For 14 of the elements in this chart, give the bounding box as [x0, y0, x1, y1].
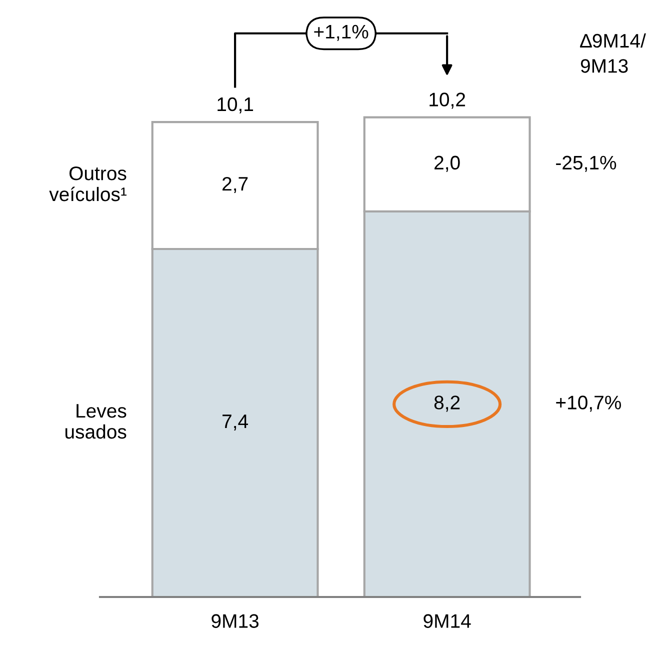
total-label: 10,2 — [430, 92, 466, 109]
annotation: -25,1% — [556, 156, 616, 172]
total-label: 10,1 — [218, 97, 254, 114]
series-label: Leves usados — [65, 404, 126, 439]
data-label: 2,7 — [222, 176, 248, 194]
data-label: 2,0 — [434, 156, 460, 172]
data-label: 7,4 — [222, 414, 248, 431]
x-tick-label: 9M13 — [212, 614, 259, 628]
annotation: +10,7% — [556, 396, 621, 412]
data-label: 8,2 — [434, 396, 460, 412]
x-tick-label: 9M14 — [424, 614, 471, 628]
series-label: Outros veículos¹ — [49, 166, 127, 202]
text: +1,1% — [314, 24, 368, 41]
text: ∆9M14/ 9M13 — [580, 33, 646, 73]
